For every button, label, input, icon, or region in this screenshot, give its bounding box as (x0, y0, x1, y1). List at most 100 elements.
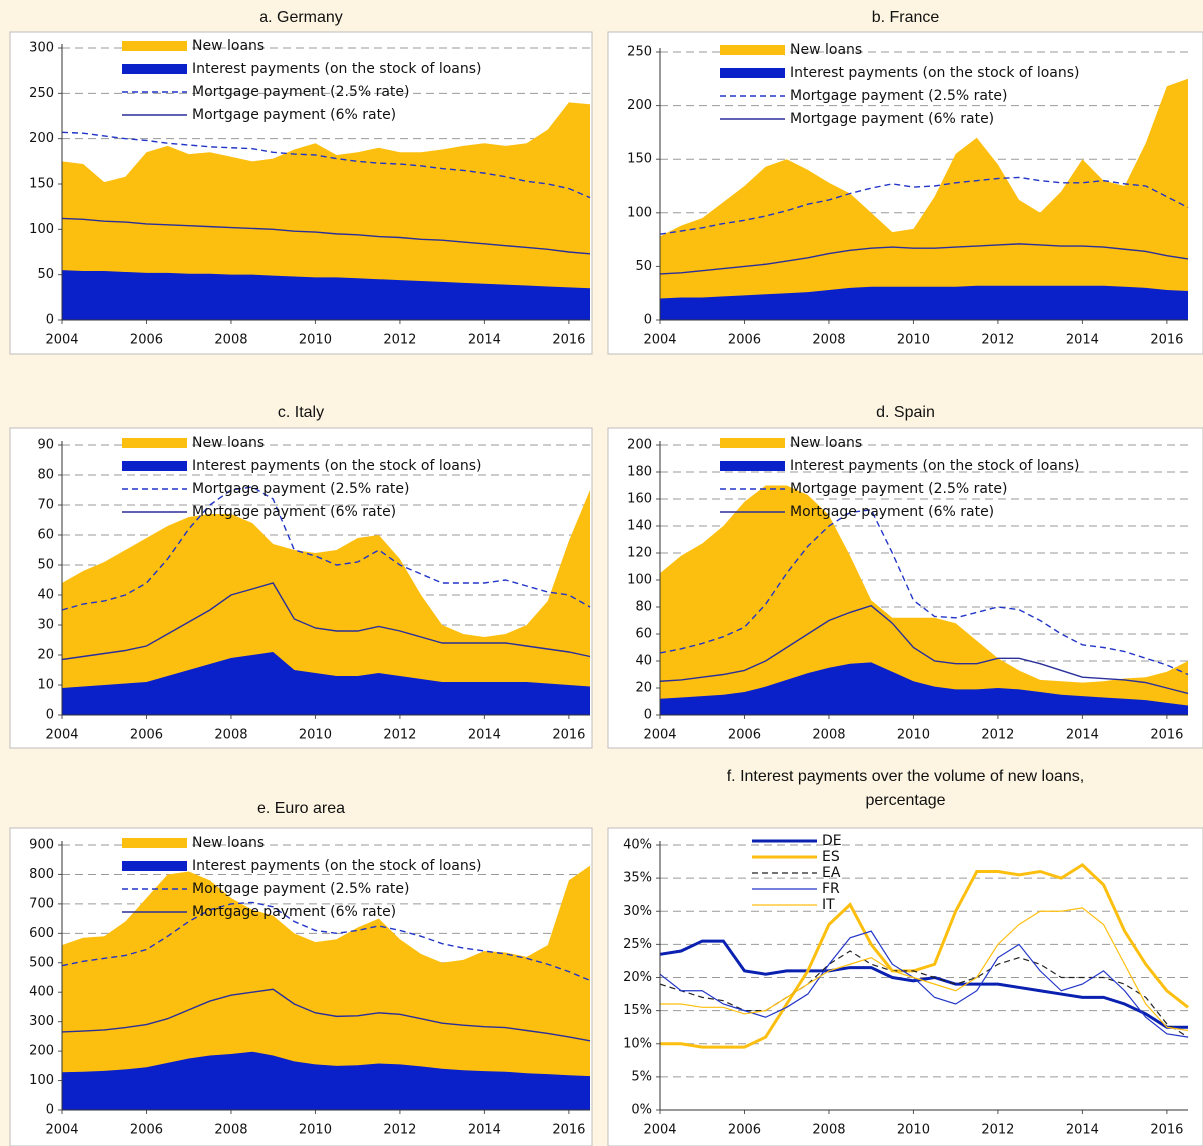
x-tick-label: 2008 (214, 728, 247, 743)
legend-label: Mortgage payment (6% rate) (192, 504, 396, 520)
x-tick-label: 2014 (1066, 728, 1099, 743)
x-tick-label: 2012 (981, 333, 1014, 348)
area (660, 285, 1188, 320)
line (659, 950, 1189, 1038)
y-tick-label: 50 (635, 259, 652, 274)
x-tick-label: 2016 (1150, 333, 1183, 348)
x-tick-label: 2006 (728, 1123, 761, 1138)
legend-label: Mortgage payment (2.5% rate) (192, 881, 410, 897)
legend-swatch (720, 461, 785, 471)
y-tick-label: 900 (29, 838, 54, 853)
y-tick-label: 600 (29, 926, 54, 941)
y-tick-label: 60 (635, 627, 652, 642)
panel-title: b. France (871, 9, 940, 26)
x-tick-label: 2012 (383, 1123, 416, 1138)
legend-label: Interest payments (on the stock of loans… (192, 858, 482, 874)
x-tick-label: 2010 (897, 1123, 930, 1138)
x-tick-label: 2008 (214, 333, 247, 348)
y-tick-label: 80 (635, 600, 652, 615)
x-tick-label: 2006 (130, 333, 163, 348)
legend-swatch (720, 68, 785, 78)
y-tick-label: 20 (635, 681, 652, 696)
line (659, 939, 1188, 1029)
y-tick-label: 150 (29, 177, 54, 192)
x-tick-label: 2008 (812, 1123, 845, 1138)
x-tick-label: 2014 (1066, 1123, 1099, 1138)
line (61, 582, 591, 661)
area (62, 490, 590, 715)
y-tick-label: 400 (29, 985, 54, 1000)
line (659, 243, 1189, 275)
x-tick-label: 2010 (299, 1123, 332, 1138)
y-tick-label: 700 (29, 896, 54, 911)
line (660, 862, 1189, 1049)
legend-label: New loans (192, 835, 264, 851)
y-tick-label: 200 (627, 98, 652, 113)
x-tick-label: 2014 (468, 728, 501, 743)
y-tick-label: 0 (46, 313, 54, 328)
legend-label: FR (822, 881, 840, 897)
x-tick-label: 2004 (643, 728, 676, 743)
x-tick-label: 2004 (45, 728, 78, 743)
legend-label: Mortgage payment (6% rate) (790, 504, 994, 520)
y-tick-label: 10% (623, 1036, 652, 1051)
y-tick-label: 80 (37, 468, 54, 483)
x-tick-label: 2004 (45, 333, 78, 348)
panel-title: c. Italy (277, 404, 325, 421)
x-tick-label: 2010 (897, 333, 930, 348)
y-tick-label: 100 (627, 205, 652, 220)
y-tick-label: 0 (46, 1103, 54, 1118)
x-tick-label: 2010 (299, 728, 332, 743)
legend-label: EA (822, 865, 841, 881)
x-tick-label: 2014 (1066, 333, 1099, 348)
x-tick-label: 2006 (130, 1123, 163, 1138)
legend-label: Interest payments (on the stock of loans… (192, 458, 482, 474)
x-tick-label: 2016 (552, 333, 585, 348)
legend-label: Mortgage payment (2.5% rate) (790, 88, 1008, 104)
area (62, 102, 590, 321)
panel-title: e. Euro area (256, 800, 346, 817)
x-tick-label: 2012 (383, 333, 416, 348)
x-tick-label: 2012 (981, 1123, 1014, 1138)
legend-label: Mortgage payment (2.5% rate) (790, 481, 1008, 497)
legend-label: Mortgage payment (6% rate) (790, 111, 994, 127)
legend-label: Mortgage payment (6% rate) (192, 107, 396, 123)
legend-swatch (720, 45, 785, 55)
legend-label: Mortgage payment (2.5% rate) (192, 481, 410, 497)
legend-label: New loans (790, 435, 862, 451)
legend-swatch (122, 438, 187, 448)
line (659, 604, 1189, 695)
x-tick-label: 2012 (981, 728, 1014, 743)
x-tick-label: 2004 (643, 1123, 676, 1138)
x-tick-label: 2010 (897, 728, 930, 743)
y-tick-label: 35% (623, 871, 652, 886)
x-tick-label: 2014 (468, 1123, 501, 1138)
y-tick-label: 60 (37, 528, 54, 543)
y-tick-label: 120 (627, 546, 652, 561)
legend-label: Interest payments (on the stock of loans… (790, 458, 1080, 474)
y-tick-label: 140 (627, 519, 652, 534)
line (61, 901, 591, 982)
x-tick-label: 2004 (643, 333, 676, 348)
y-tick-label: 200 (29, 1044, 54, 1059)
y-tick-label: 250 (627, 45, 652, 60)
legend-label: ES (822, 849, 840, 865)
line (61, 131, 591, 199)
legend-label: DE (822, 833, 842, 849)
legend-swatch (122, 861, 187, 871)
y-tick-label: 20 (37, 648, 54, 663)
x-tick-label: 2012 (383, 728, 416, 743)
y-tick-label: 300 (29, 1014, 54, 1029)
legend-swatch (122, 461, 187, 471)
x-tick-label: 2004 (45, 1123, 78, 1138)
area (62, 1051, 590, 1110)
y-tick-label: 90 (37, 438, 54, 453)
x-tick-label: 2008 (812, 728, 845, 743)
panel-background (607, 827, 1203, 1146)
y-tick-label: 250 (29, 86, 54, 101)
y-tick-label: 15% (623, 1003, 652, 1018)
y-tick-label: 40 (635, 654, 652, 669)
y-tick-label: 100 (29, 1073, 54, 1088)
x-tick-label: 2010 (299, 333, 332, 348)
legend-label: Mortgage payment (2.5% rate) (192, 84, 410, 100)
